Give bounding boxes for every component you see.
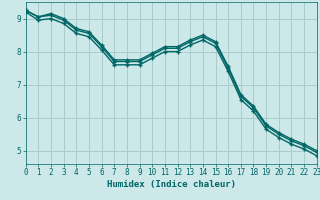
X-axis label: Humidex (Indice chaleur): Humidex (Indice chaleur) — [107, 180, 236, 189]
